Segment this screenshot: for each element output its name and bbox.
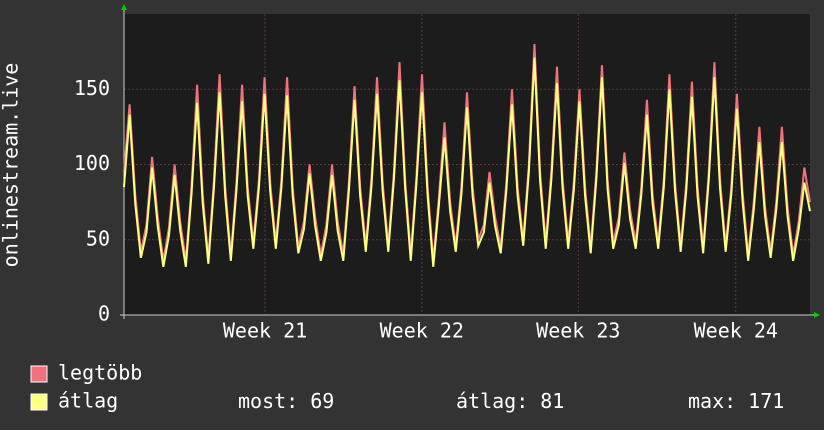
x-tick-label: Week 23 — [536, 319, 620, 343]
stat-label: max: — [688, 389, 736, 413]
legend-label: legtöbb — [58, 361, 142, 385]
legend-label: átlag — [58, 389, 118, 413]
stat-value: 69 — [310, 389, 334, 413]
plot-area — [124, 14, 810, 315]
x-tick-label: Week 24 — [694, 319, 778, 343]
stat-label: átlag: — [456, 389, 528, 413]
y-axis-label: onlinestream.live — [0, 63, 23, 268]
x-tick-label: Week 22 — [380, 319, 464, 343]
stat-value: 81 — [540, 389, 564, 413]
stat: átlag: 81 — [456, 389, 564, 413]
y-tick-label: 50 — [86, 226, 110, 250]
legend-swatch — [30, 393, 48, 411]
x-tick-label: Week 21 — [223, 319, 307, 343]
stat-label: most: — [238, 389, 298, 413]
legend-swatch — [30, 365, 48, 383]
y-tick-label: 100 — [74, 151, 110, 175]
stat-value: 171 — [748, 389, 784, 413]
stat: max: 171 — [688, 389, 784, 413]
y-tick-label: 150 — [74, 76, 110, 100]
series-line — [123, 57, 811, 268]
axis-arrow — [814, 312, 820, 318]
stat: most: 69 — [238, 389, 334, 413]
axis-arrow — [121, 4, 127, 10]
y-tick-label: 0 — [98, 302, 110, 326]
